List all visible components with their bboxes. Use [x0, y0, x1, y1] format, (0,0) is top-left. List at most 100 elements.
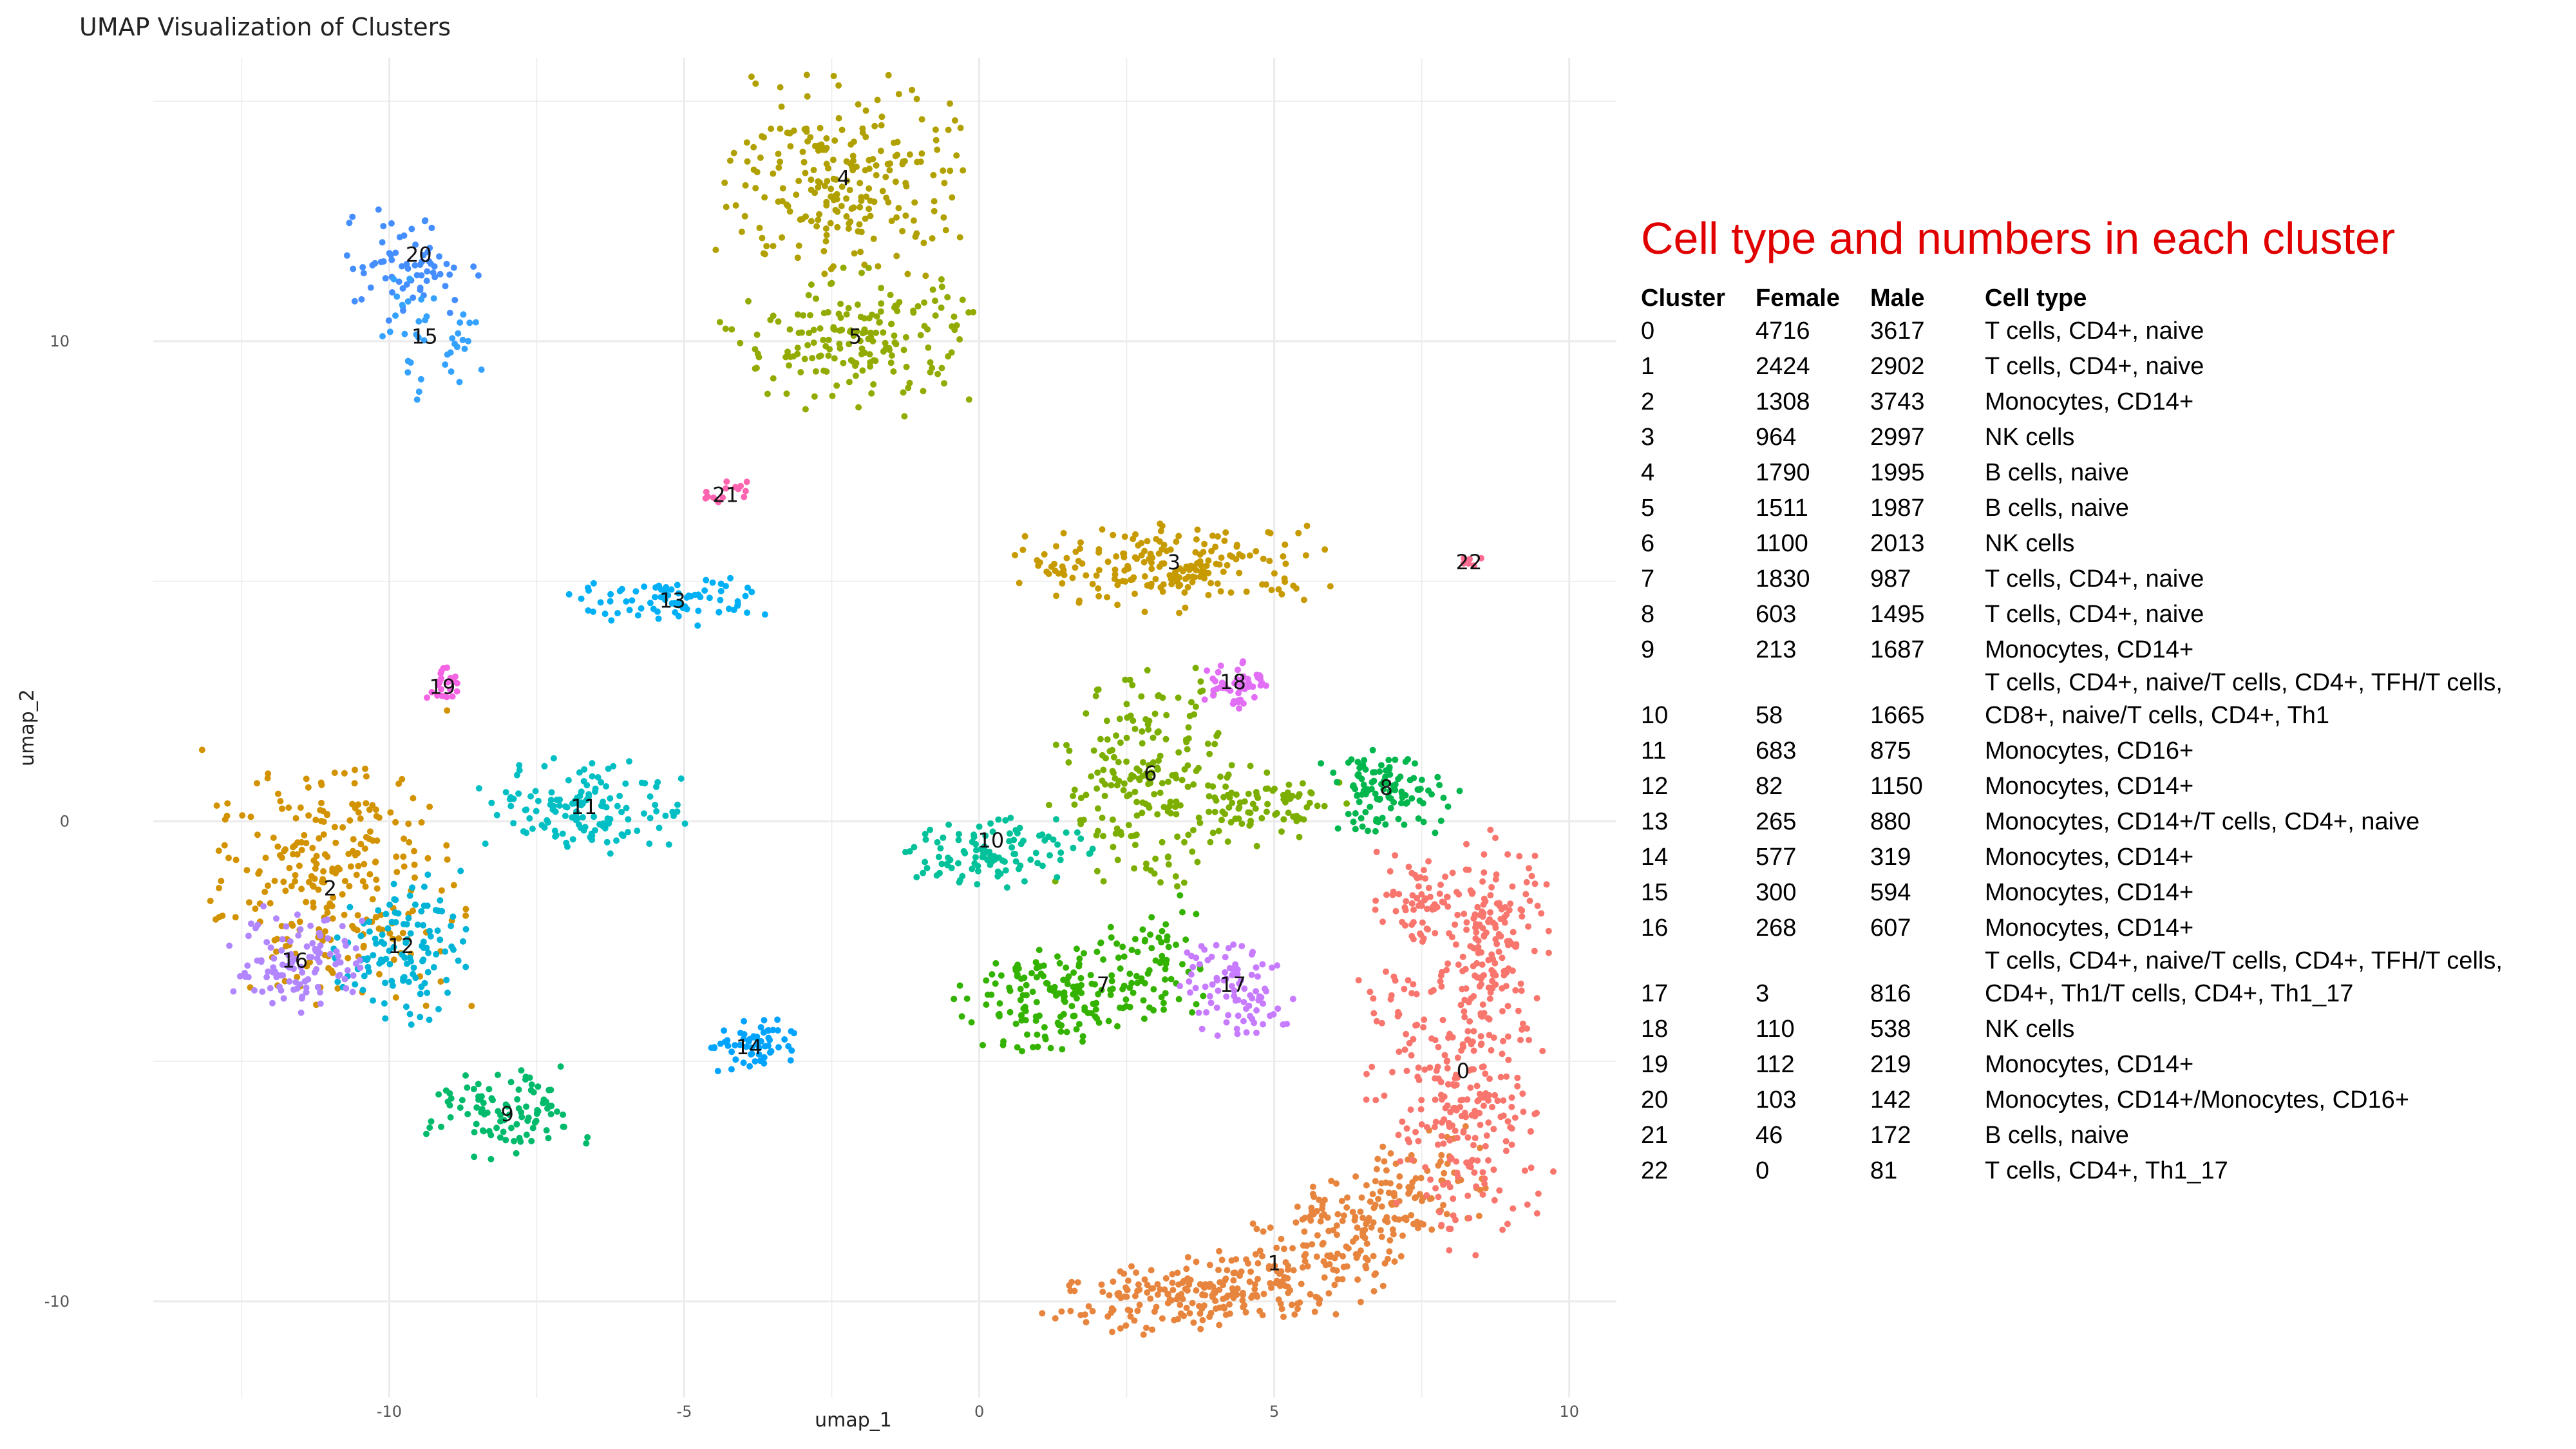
data-point: [1053, 992, 1059, 999]
data-point: [949, 194, 956, 201]
data-point: [392, 994, 399, 1001]
data-point: [1245, 790, 1252, 797]
data-point: [1274, 962, 1281, 969]
y-tick-label: -10: [44, 1293, 70, 1311]
data-point: [605, 765, 612, 772]
data-point: [744, 609, 751, 616]
data-point: [1473, 1083, 1481, 1090]
data-point: [1142, 865, 1150, 872]
data-point: [911, 199, 918, 206]
data-point: [971, 833, 978, 840]
data-point: [1517, 980, 1524, 987]
data-point: [835, 82, 842, 89]
data-point: [1216, 1321, 1223, 1329]
data-point: [1188, 699, 1195, 706]
data-point: [1169, 1271, 1176, 1278]
data-point: [1226, 1301, 1233, 1308]
data-point: [1168, 581, 1175, 587]
data-point: [1156, 564, 1163, 570]
data-point: [359, 918, 366, 924]
data-point: [1173, 811, 1180, 818]
data-point: [1487, 892, 1494, 899]
data-point: [775, 164, 782, 171]
data-point: [560, 1111, 567, 1118]
data-point: [295, 932, 302, 939]
data-point: [1126, 1003, 1133, 1010]
data-point: [442, 948, 449, 955]
data-point: [1391, 1258, 1398, 1265]
data-point: [940, 167, 947, 174]
data-point: [1150, 1007, 1157, 1014]
data-point: [1378, 781, 1385, 788]
data-point: [927, 369, 934, 375]
data-point: [506, 1111, 513, 1118]
data-point: [1390, 888, 1397, 895]
data-point: [1103, 717, 1110, 724]
data-point: [1239, 1289, 1246, 1296]
data-point: [638, 779, 645, 786]
data-point: [284, 962, 291, 969]
cluster-0-points: [1355, 968, 1557, 1259]
data-point: [450, 946, 457, 953]
data-point: [921, 299, 928, 306]
data-point: [887, 321, 895, 328]
data-point: [717, 587, 724, 594]
data-point: [375, 907, 382, 914]
data-point: [1300, 596, 1307, 603]
table-row: 20 103 142 Monocytes, CD14+/Monocytes, CD16…: [1641, 1081, 2564, 1117]
data-point: [1378, 1203, 1385, 1210]
data-point: [1434, 1141, 1441, 1148]
data-point: [1395, 775, 1402, 782]
data-point: [1203, 562, 1210, 569]
data-point: [1225, 1012, 1232, 1019]
data-point: [1177, 1302, 1184, 1309]
data-point: [1189, 1300, 1196, 1307]
data-point: [390, 880, 397, 887]
data-point: [1211, 741, 1218, 748]
data-point: [934, 370, 942, 377]
data-point: [404, 298, 412, 305]
data-point: [585, 607, 592, 614]
data-point: [282, 887, 289, 895]
data-point: [433, 951, 440, 958]
data-point: [786, 362, 792, 369]
data-point: [901, 158, 908, 165]
data-point: [1330, 769, 1337, 776]
data-point: [793, 191, 800, 198]
data-point: [761, 1017, 768, 1024]
data-point: [207, 898, 214, 904]
data-point: [858, 350, 865, 357]
data-point: [1160, 542, 1168, 549]
data-point: [400, 853, 407, 860]
data-point: [1418, 1121, 1425, 1128]
data-point: [742, 592, 749, 600]
data-point: [1107, 923, 1114, 931]
data-point: [1165, 943, 1172, 951]
data-point: [401, 330, 408, 337]
data-point: [1041, 551, 1048, 558]
data-point: [379, 239, 386, 246]
data-point: [1263, 808, 1270, 815]
data-point: [1454, 911, 1461, 918]
data-point: [905, 384, 912, 392]
data-point: [1099, 814, 1106, 821]
data-point: [1470, 562, 1477, 569]
data-point: [384, 925, 392, 932]
data-point: [395, 278, 402, 285]
data-point: [752, 80, 759, 87]
data-point: [331, 824, 338, 831]
cluster-10-points: [902, 815, 1096, 891]
data-point: [1396, 1048, 1403, 1056]
table-cell-cell-type: B cells, naive: [1985, 459, 2129, 486]
data-point: [556, 796, 564, 803]
data-point: [379, 931, 386, 938]
data-point: [1113, 940, 1121, 947]
data-point: [1173, 942, 1179, 949]
data-point: [1454, 1170, 1461, 1177]
data-point: [1186, 978, 1193, 985]
data-point: [910, 217, 917, 224]
data-point: [550, 755, 557, 762]
data-point: [1480, 1063, 1487, 1070]
data-point: [1093, 832, 1100, 838]
data-point: [654, 608, 661, 615]
